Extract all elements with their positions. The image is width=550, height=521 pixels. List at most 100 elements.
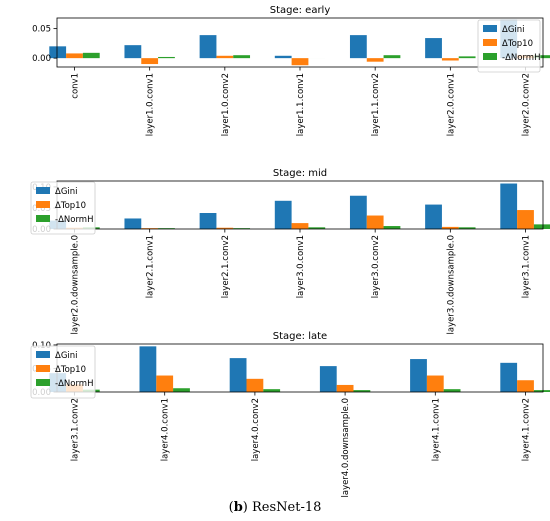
x-tick-label: layer2.0.conv1 (446, 73, 456, 136)
legend-label: -ΔNormH (55, 215, 93, 225)
bar-normh (158, 228, 175, 229)
legend-label: ΔGini (55, 187, 78, 197)
bar-normh (533, 390, 550, 392)
bar-top10 (66, 53, 83, 59)
legend-swatch-normh (36, 379, 50, 386)
x-tick-label: layer3.0.downsample.0 (446, 235, 456, 335)
x-tick-label: layer2.1.conv1 (146, 235, 156, 298)
x-tick-label: layer4.0.conv1 (161, 398, 171, 461)
bar-gini (410, 359, 427, 392)
legend-label: ΔGini (55, 351, 78, 361)
axes-frame (56, 17, 544, 68)
bar-normh (263, 389, 281, 392)
bar-top10 (141, 58, 159, 65)
bar-top10 (246, 378, 264, 392)
legend-label: -ΔNormH (55, 379, 93, 389)
x-tick-label: layer4.1.conv2 (522, 398, 532, 461)
x-tick-label: conv1 (71, 73, 81, 99)
legend-label: ΔGini (502, 25, 525, 35)
bar-normh (173, 388, 190, 392)
bar-normh (82, 52, 100, 59)
x-tick-label: layer3.0.conv2 (371, 235, 381, 298)
bar-gini (199, 213, 217, 229)
legend-swatch-gini (36, 351, 50, 358)
bar-top10 (517, 210, 534, 229)
x-tick-label: layer2.1.conv2 (221, 235, 231, 298)
x-tick-label: layer1.0.conv2 (221, 73, 231, 136)
bar-gini (425, 38, 442, 59)
y-tick-label: 0.05 (32, 25, 51, 35)
bar-gini (124, 218, 142, 229)
x-tick-label: layer3.1.conv1 (522, 235, 532, 298)
x-tick-label: layer1.1.conv1 (296, 73, 306, 136)
bar-normh (383, 226, 401, 229)
bar-normh (233, 55, 251, 59)
bar-top10 (291, 223, 309, 229)
x-tick-label: layer4.0.downsample.0 (341, 398, 351, 498)
legend-swatch-normh (483, 53, 497, 60)
legend-swatch-top10 (36, 201, 50, 208)
bar-gini (500, 362, 518, 392)
bar-gini (199, 35, 217, 59)
bar-top10 (141, 228, 159, 229)
bar-gini (49, 46, 67, 59)
bar-gini (229, 358, 247, 392)
y-tick-label: 0.00 (32, 54, 51, 64)
x-tick-label: layer3.1.conv2 (71, 398, 81, 461)
bar-top10 (441, 58, 459, 61)
x-tick-label: layer2.0.conv2 (522, 73, 532, 136)
bar-normh (458, 56, 476, 59)
bar-normh (443, 389, 461, 392)
legend-swatch-top10 (36, 365, 50, 372)
bar-normh (458, 227, 476, 229)
x-tick-label: layer1.1.conv2 (371, 73, 381, 136)
caption-label: b (233, 500, 243, 515)
caption-text: ResNet-18 (252, 500, 322, 515)
bar-gini (500, 183, 518, 229)
legend-label: ΔTop10 (55, 201, 86, 211)
bar-top10 (426, 375, 444, 392)
bar-gini (319, 366, 337, 392)
bar-gini (124, 45, 142, 59)
bar-normh (308, 227, 326, 229)
chart-title: Stage: mid (273, 168, 327, 179)
bar-top10 (366, 58, 384, 62)
bar-gini (274, 200, 292, 229)
legend-label: ΔTop10 (502, 39, 533, 49)
bar-gini (349, 195, 367, 229)
legend-label: -ΔNormH (502, 53, 540, 63)
bar-normh (533, 55, 550, 59)
bar-normh (353, 390, 371, 392)
bar-gini (425, 204, 442, 229)
axes-frame (56, 343, 544, 393)
bar-normh (158, 56, 175, 59)
x-tick-label: layer1.0.conv1 (146, 73, 156, 136)
bar-gini (139, 346, 157, 392)
legend-swatch-normh (36, 215, 50, 222)
x-tick-label: layer4.1.conv1 (431, 398, 441, 461)
chart-title: Stage: early (270, 5, 331, 16)
legend-swatch-gini (36, 187, 50, 194)
bar-top10 (216, 227, 234, 229)
legend-label: ΔTop10 (55, 365, 86, 375)
bar-normh (533, 224, 550, 229)
bar-normh (233, 228, 251, 229)
bar-top10 (336, 384, 354, 392)
bar-top10 (216, 55, 234, 59)
figure-caption: (b) ResNet-18 (228, 500, 322, 515)
chart-title: Stage: late (273, 331, 327, 342)
bar-top10 (291, 58, 309, 66)
x-tick-label: layer2.0.downsample.0 (71, 235, 81, 335)
legend-swatch-gini (483, 25, 497, 32)
bar-gini (349, 35, 367, 59)
bar-top10 (366, 215, 384, 229)
bar-gini (274, 55, 292, 59)
legend-swatch-top10 (483, 39, 497, 46)
bar-top10 (517, 380, 534, 392)
x-tick-label: layer3.0.conv1 (296, 235, 306, 298)
bar-top10 (156, 375, 174, 392)
bar-top10 (441, 226, 459, 229)
x-tick-label: layer4.0.conv2 (251, 398, 261, 461)
bar-normh (383, 55, 401, 59)
